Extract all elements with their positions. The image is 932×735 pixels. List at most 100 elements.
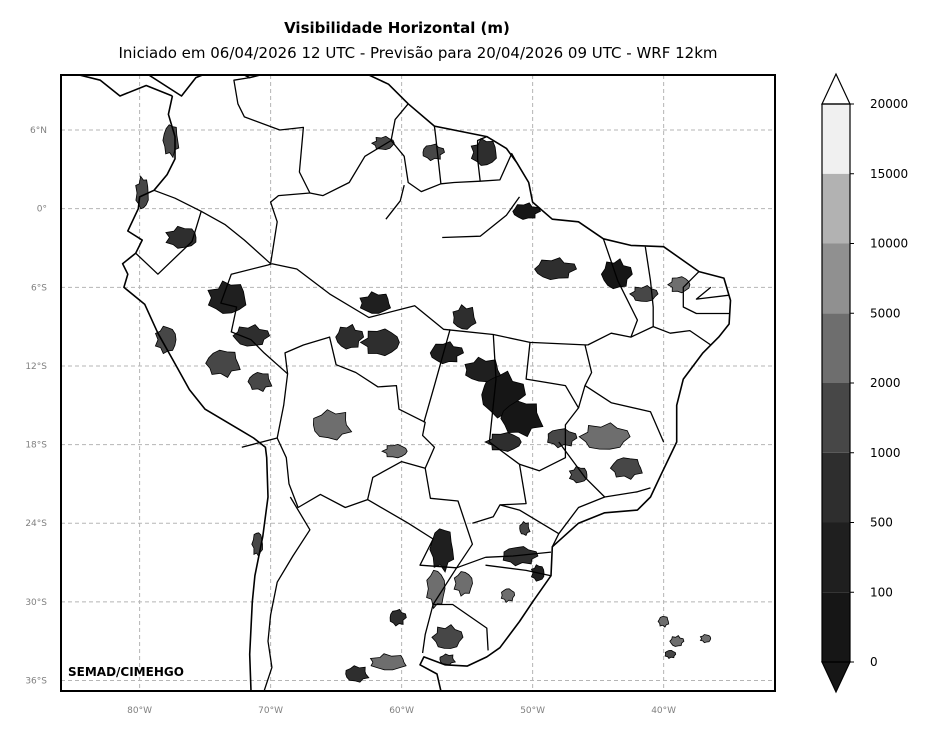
colorbar-segment (822, 243, 850, 314)
map-panel: 80°W 70°W 60°W 50°W 40°W 6°N 0° 6°S 12°S 18°S 24°S… (25, 74, 776, 716)
country-state-border (220, 263, 289, 448)
colorbar-segment (822, 452, 850, 523)
lat-tick-label: 0° (37, 205, 47, 215)
country-state-border (682, 271, 730, 315)
colorbar: 0 100 500 1000 2000 5000 10000 15000 20000 (821, 72, 908, 694)
country-state-border (519, 342, 580, 472)
gridlines (61, 75, 775, 691)
lat-tick-label: 36°S (25, 677, 47, 687)
map-background (61, 75, 775, 691)
lat-tick-label: 24°S (25, 519, 47, 529)
colorbar-tick-label: 2000 (870, 376, 901, 390)
lat-tick-label: 30°S (25, 598, 47, 608)
colorbar-segment (822, 592, 850, 662)
fog-region (547, 428, 578, 449)
credit-label: SEMAD/CIMEHGO (68, 665, 184, 679)
fog-region (568, 465, 588, 484)
fog-region (359, 328, 400, 357)
colorbar-extend-min (821, 661, 851, 694)
fog-region (165, 225, 197, 249)
lat-tick-label: 12°S (25, 362, 47, 372)
colorbar-segment (822, 104, 850, 174)
country-state-border (695, 286, 730, 300)
colorbar-tick-label: 100 (870, 585, 893, 599)
colorbar-tick-label: 0 (870, 655, 878, 669)
fog-region (429, 341, 464, 365)
fog-region (600, 258, 633, 290)
country-state-border (602, 238, 639, 338)
country-state-border (423, 329, 451, 423)
fog-region (359, 291, 392, 314)
figure-subtitle: Iniciado em 06/04/2026 12 UTC - Previsão… (118, 44, 717, 62)
country-state-border (385, 184, 405, 220)
fog-region (453, 571, 473, 597)
country-state-border (442, 196, 521, 239)
fog-region (335, 323, 365, 350)
country-state-border (485, 551, 552, 558)
colorbar-tick-label: 1000 (870, 446, 901, 460)
fog-region (452, 304, 477, 330)
political-boundaries (78, 75, 732, 691)
east-coastline (78, 75, 732, 691)
fog-region (512, 202, 542, 220)
west-coastline (121, 95, 269, 691)
fog-region (699, 634, 712, 644)
fog-region (370, 135, 395, 151)
fog-region (429, 528, 455, 573)
colorbar-tick-label: 15000 (870, 167, 908, 181)
fog-region (247, 371, 273, 393)
fog-region (154, 325, 177, 355)
country-state-border (499, 504, 560, 535)
colorbar-tick-label: 10000 (870, 237, 908, 251)
colorbar-tick-label: 500 (870, 516, 893, 530)
lat-tick-label: 18°S (25, 441, 47, 451)
lon-tick-label: 40°W (651, 706, 676, 716)
map-frame (60, 74, 776, 692)
country-state-border (551, 496, 605, 548)
fog-region (369, 653, 407, 671)
fog-region (484, 432, 522, 452)
fog-region (464, 356, 502, 383)
country-state-border (644, 246, 654, 327)
fog-region (431, 624, 464, 649)
fog-region (389, 608, 407, 627)
fog-region (664, 649, 677, 660)
axis-tick-labels: 80°W 70°W 60°W 50°W 40°W 6°N 0° 6°S 12°S 18°S 24°S… (25, 126, 676, 716)
colorbar-tick-label: 5000 (870, 306, 901, 320)
fog-region (500, 400, 544, 438)
colorbar-segment (822, 522, 850, 593)
fog-region (667, 276, 691, 294)
lat-tick-label: 6°S (31, 283, 47, 293)
fog-region (312, 409, 353, 441)
fog-region (439, 653, 457, 666)
colorbar-tick-label: 20000 (870, 97, 908, 111)
country-state-border (276, 336, 436, 509)
country-state-border (577, 384, 665, 443)
fog-region (534, 257, 578, 281)
colorbar-segment (822, 313, 850, 383)
country-state-border (271, 263, 588, 346)
country-state-border (390, 140, 518, 193)
fog-region (657, 616, 670, 628)
fog-region (381, 443, 408, 459)
colorbar-extend-max (821, 72, 851, 105)
country-state-border (263, 496, 311, 691)
country-state-border (135, 189, 202, 275)
colorbar-segment (822, 173, 850, 244)
fog-region (578, 422, 631, 450)
country-state-border (421, 604, 434, 654)
fog-region (345, 665, 370, 683)
lon-tick-label: 60°W (389, 706, 414, 716)
fog-region (232, 324, 271, 347)
lon-tick-label: 70°W (258, 706, 283, 716)
fog-region (609, 457, 643, 480)
lon-tick-label: 50°W (520, 706, 545, 716)
lat-tick-label: 6°N (30, 126, 47, 136)
fog-region (207, 280, 247, 314)
country-state-border (485, 564, 552, 577)
colorbar-segment (822, 383, 850, 453)
fog-region (519, 521, 531, 536)
country-state-border (433, 126, 442, 184)
fog-region (500, 588, 516, 604)
